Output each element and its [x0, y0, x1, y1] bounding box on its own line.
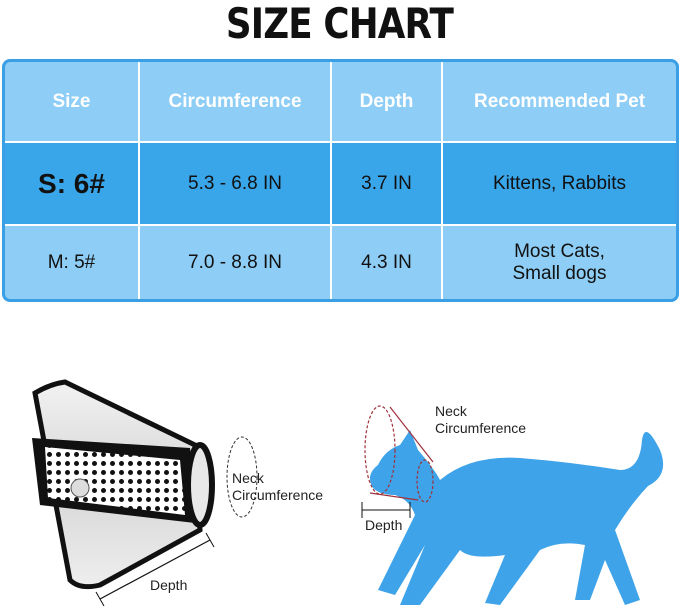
pet-line-1: Most Cats,	[514, 240, 605, 262]
cat-neck-circumference-label: Neck Circumference	[435, 403, 526, 437]
size-chart-table: Size Circumference Depth Recommended Pet…	[2, 59, 679, 302]
cat-depth-arrow-icon	[361, 502, 411, 518]
cat-silhouette-icon	[369, 430, 664, 605]
page-title: SIZE CHART	[225, 0, 454, 48]
logo-badge-icon	[70, 478, 90, 498]
neck-circumference-dashed-icon	[226, 436, 258, 518]
table-row: M: 5# 7.0 - 8.8 IN 4.3 IN Most Cats, Smal…	[5, 226, 676, 299]
size-cell: S: 6#	[5, 143, 140, 224]
label-line: Circumference	[232, 487, 324, 503]
depth-cell: 3.7 IN	[332, 143, 443, 224]
table-header-row: Size Circumference Depth Recommended Pet	[5, 62, 676, 143]
table-row: S: 6# 5.3 - 6.8 IN 3.7 IN Kittens, Rabbi…	[5, 143, 676, 226]
size-cell: M: 5#	[5, 226, 140, 299]
cat-cone-outline-icon	[364, 405, 434, 503]
cone-collar-image	[32, 379, 215, 590]
circumference-cell: 7.0 - 8.8 IN	[140, 226, 332, 299]
label-line: Neck	[435, 403, 467, 419]
label-line: Circumference	[435, 420, 527, 436]
pet-cell: Kittens, Rabbits	[492, 172, 627, 194]
header-size: Size	[5, 62, 140, 141]
depth-cell: 4.3 IN	[332, 226, 443, 299]
cone-neck-circumference-label: Neck Circumference	[232, 470, 323, 504]
header-depth: Depth	[332, 62, 443, 141]
label-line: Neck	[232, 470, 264, 486]
header-circumference: Circumference	[140, 62, 332, 141]
pet-line-2: Small dogs	[512, 262, 607, 284]
header-recommended-pet: Recommended Pet	[473, 90, 646, 112]
cone-depth-arrow-icon	[95, 532, 215, 607]
pet-cell: Most Cats, Small dogs	[443, 226, 676, 299]
cat-depth-label: Depth	[365, 517, 403, 533]
circumference-cell: 5.3 - 6.8 IN	[140, 143, 332, 224]
cone-depth-label: Depth	[150, 577, 188, 593]
